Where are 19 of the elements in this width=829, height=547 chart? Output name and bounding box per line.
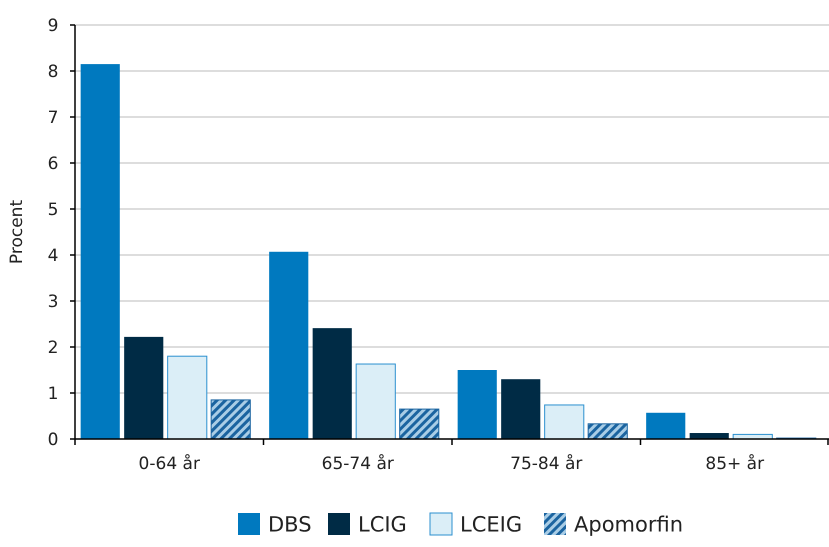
- y-tick-label: 6: [48, 154, 58, 174]
- y-tick-label: 1: [48, 384, 58, 404]
- y-tick-label: 3: [48, 292, 58, 312]
- y-tick-label: 0: [48, 430, 58, 450]
- legend-label: LCIG: [358, 512, 407, 536]
- legend-label: DBS: [268, 512, 312, 536]
- y-tick-label: 5: [48, 200, 58, 220]
- legend-label: Apomorfin: [574, 512, 684, 536]
- x-tick-label: 75-84 år: [510, 454, 582, 474]
- x-tick-label: 0-64 år: [138, 454, 200, 474]
- y-axis-title: Procent: [7, 200, 27, 264]
- y-tick-label: 9: [48, 16, 58, 36]
- legend-label: LCEIG: [460, 512, 522, 536]
- x-tick-label: 65-74 år: [322, 454, 394, 474]
- y-tick-label: 4: [48, 246, 58, 266]
- y-tick-label: 2: [48, 338, 58, 358]
- y-tick-label: 8: [48, 62, 58, 82]
- y-tick-label: 7: [48, 108, 58, 128]
- x-tick-label: 85+ år: [705, 454, 764, 474]
